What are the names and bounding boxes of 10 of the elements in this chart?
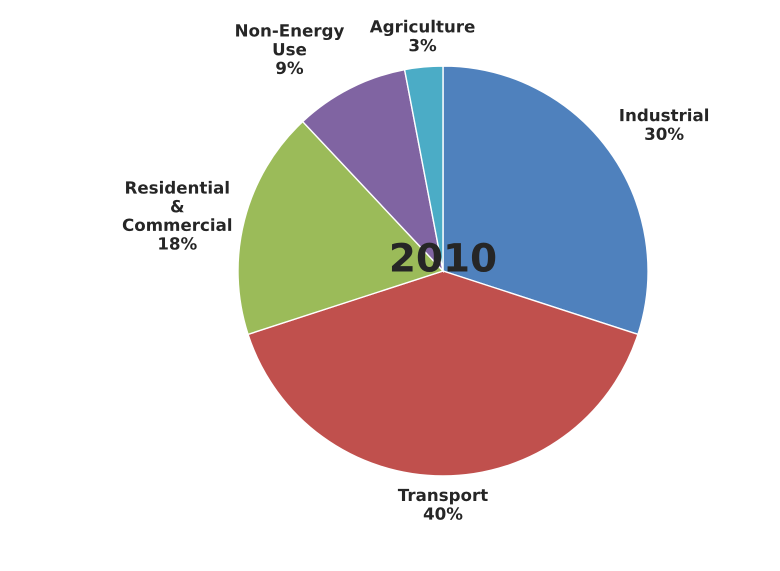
slice-label: Transport <box>398 488 488 504</box>
data-label: 3% <box>410 38 436 52</box>
data-label: 18% <box>159 237 197 250</box>
slice-label: Industrial <box>620 108 708 122</box>
data-label: 9% <box>276 62 304 74</box>
data-label: 30% <box>645 127 684 140</box>
slice-label: Residential & Commercial <box>122 180 232 232</box>
slice-label: Agriculture <box>370 20 475 36</box>
slice-label: Non-Energy Use <box>236 24 344 56</box>
data-label: 40% <box>424 507 462 520</box>
